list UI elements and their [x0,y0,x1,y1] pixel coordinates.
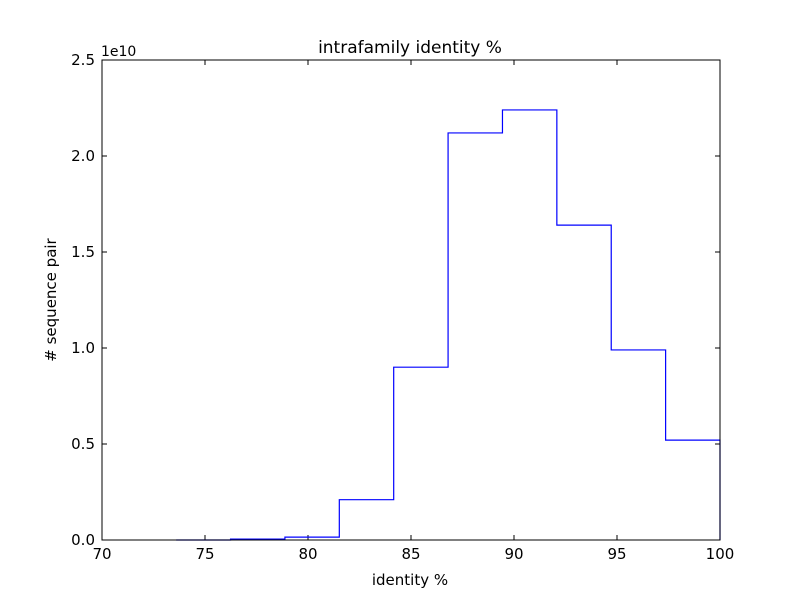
y-tick-label: 2.0 [71,147,95,165]
x-tick-label: 80 [298,545,317,563]
y-tick-label: 1.5 [71,243,95,261]
y-axis-offset-label: 1e10 [101,44,136,60]
x-tick-label: 90 [504,545,523,563]
y-axis-ticks: 0.0 0.5 1.0 1.5 2.0 2.5 [71,51,720,549]
x-axis-label: identity % [372,571,448,589]
x-tick-label: 85 [401,545,420,563]
y-axis-label: # sequence pair [42,237,60,361]
y-tick-label: 1.0 [71,339,95,357]
plot-area: 70 75 80 85 90 95 100 0.0 0.5 1.0 1.5 2.0 2.5 [71,51,734,563]
y-tick-label: 0.0 [71,531,95,549]
axes-frame [101,59,721,541]
x-tick-label: 70 [92,545,111,563]
x-tick-label: 75 [195,545,214,563]
x-tick-label: 95 [607,545,626,563]
y-tick-label: 2.5 [71,51,95,69]
chart-title: intrafamily identity % [318,38,502,58]
x-tick-label: 100 [706,545,735,563]
histogram-step-outline [176,109,721,541]
y-tick-label: 0.5 [71,435,95,453]
